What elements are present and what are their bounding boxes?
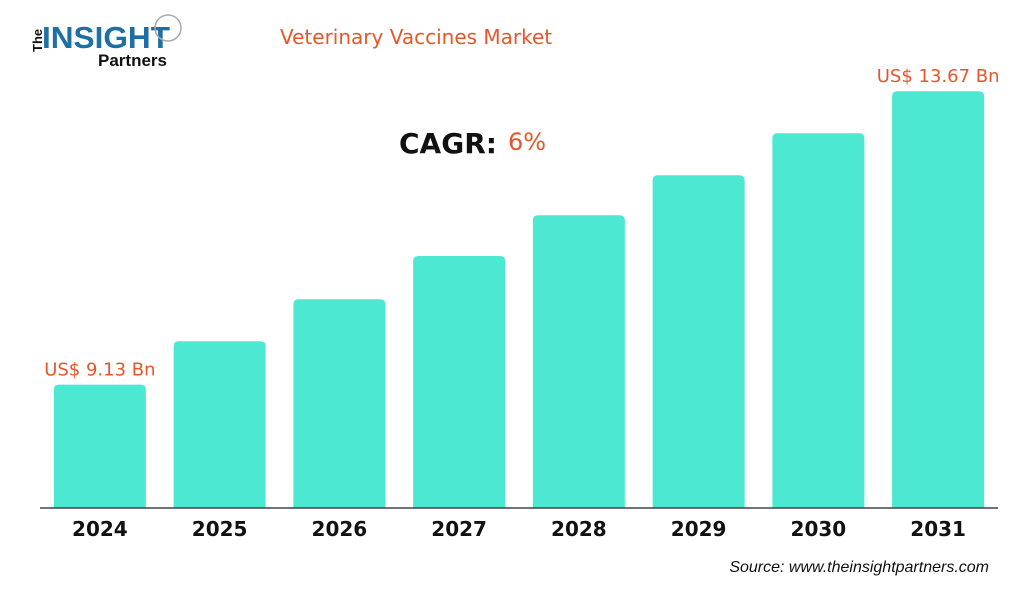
svg-text:Partners: Partners [98,51,167,70]
bar-2025 [173,341,266,508]
svg-text:The: The [30,29,45,52]
cagr-value: 6% [508,128,547,156]
bar-2028 [532,215,625,508]
data-label: US$ 9.13 Bn [44,360,155,381]
x-tick-label: 2027 [431,517,487,541]
chart-title: Veterinary Vaccines Market [280,25,553,49]
x-tick-label: 2028 [551,517,607,541]
source-note: Source: www.theinsightpartners.com [729,559,989,576]
x-tick-label: 2029 [671,517,727,541]
x-tick-label: 2025 [192,517,248,541]
x-tick-label: 2030 [791,517,847,541]
bar-2029 [652,175,745,508]
bar-2030 [772,133,865,509]
bar-2027 [413,256,506,508]
cagr-label: CAGR: [399,127,497,160]
x-tick-label: 2031 [910,517,966,541]
x-tick-label: 2026 [312,517,368,541]
bar-2024 [53,384,146,508]
x-tick-label: 2024 [72,517,128,541]
bar-2031 [892,91,985,508]
logo: The INSIGHT Partners [28,12,198,72]
data-label: US$ 13.67 Bn [877,66,1000,87]
bar-2026 [293,299,386,508]
svg-text:INSIGHT: INSIGHT [42,20,170,55]
